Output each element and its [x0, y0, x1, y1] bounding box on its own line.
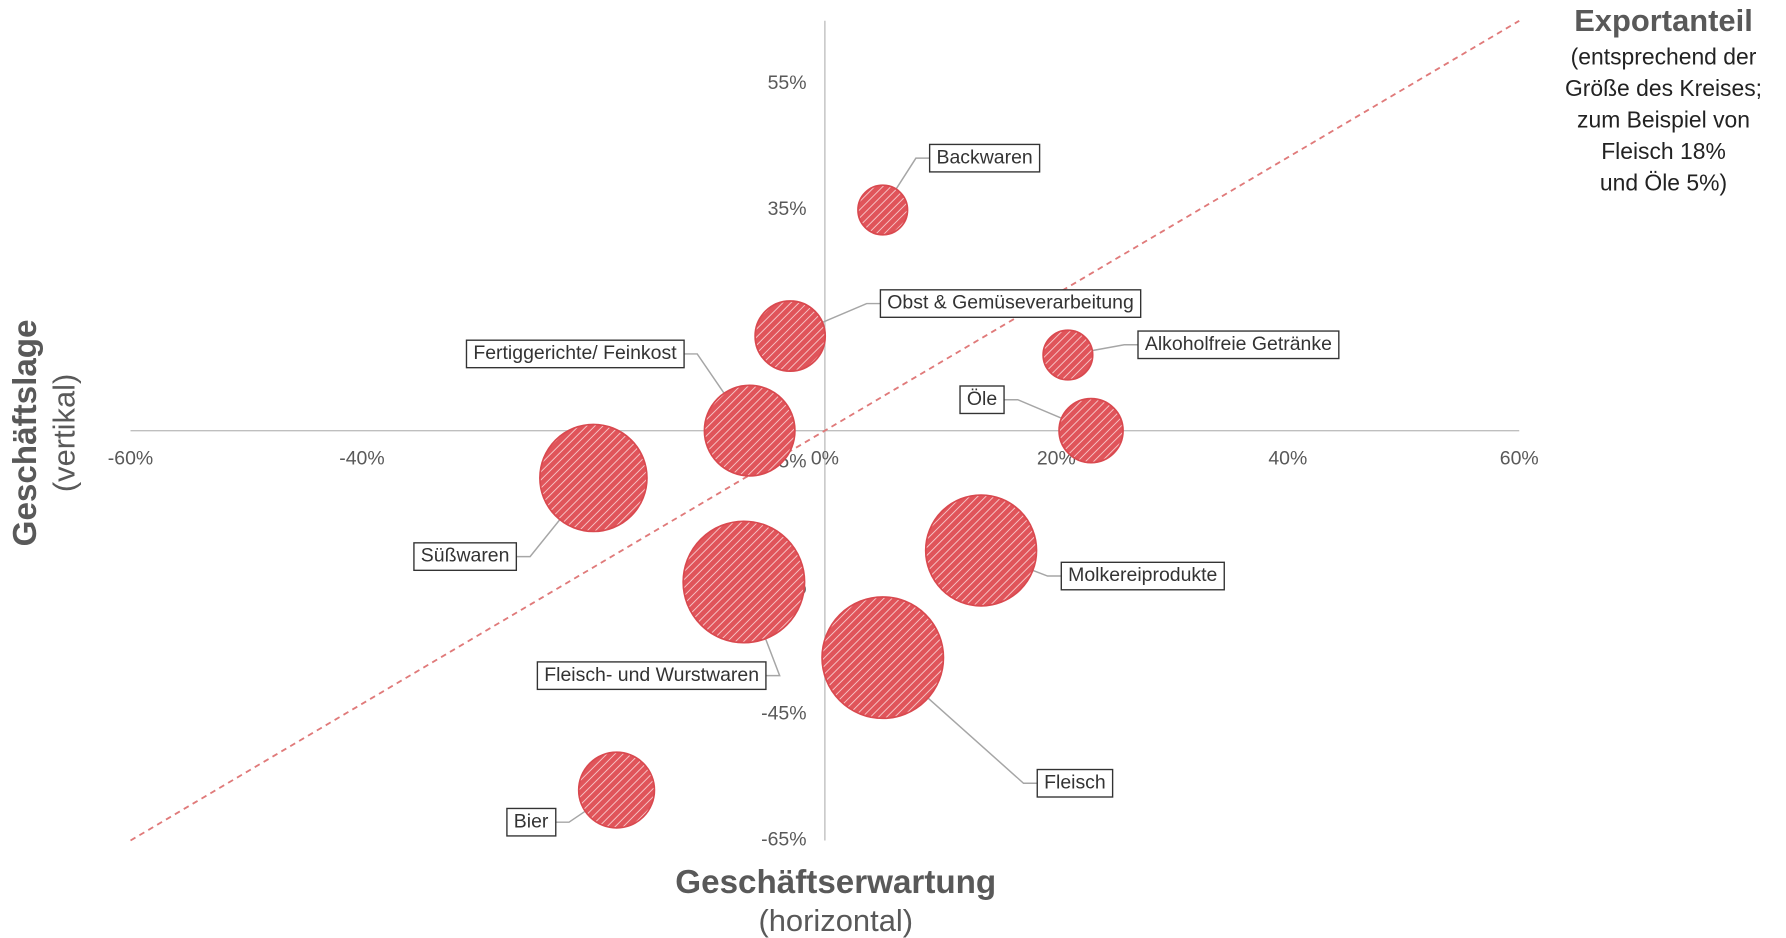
- size-legend-note: und Öle 5%): [1600, 170, 1727, 196]
- bubble: [682, 520, 806, 644]
- label-box: [879, 289, 1142, 318]
- bubble-label: Backwaren: [937, 146, 1033, 168]
- bubble-label: Fleisch- und Wurstwaren: [544, 664, 759, 686]
- bubble-label: Öle: [967, 388, 997, 410]
- label-box: [1137, 330, 1340, 360]
- bubble: [754, 300, 827, 372]
- bubble: [857, 184, 909, 236]
- x-tick-label: 20%: [1037, 447, 1076, 469]
- bubble: [539, 423, 648, 533]
- labels: Backwaren Obst & Gemüseverarbeitung Alkoho…: [413, 143, 1340, 837]
- x-axis-subtitle: (horizontal): [758, 903, 913, 938]
- y-axis-subtitle: (vertikal): [47, 374, 82, 492]
- bubble-label: Bier: [514, 810, 549, 832]
- diagonal: [130, 19, 1520, 842]
- y-tick-label: 35%: [768, 198, 807, 220]
- bubble: [924, 494, 1038, 607]
- y-axis-title: Geschäftslage: [7, 319, 44, 546]
- y-tick-label: 55%: [768, 72, 807, 94]
- bubble: [821, 596, 945, 720]
- x-axis-title: Geschäftserwartung: [675, 864, 996, 901]
- bubble-label: Obst & Gemüseverarbeitung: [887, 292, 1134, 314]
- size-legend-note: Größe des Kreises;: [1565, 75, 1762, 101]
- y-tick-label: -65%: [761, 829, 806, 851]
- label-box: [928, 143, 1041, 173]
- bubble-label: Fertiggerichte/ Feinkost: [473, 342, 677, 364]
- label-box: [1060, 561, 1225, 591]
- y-tick-label: -45%: [761, 703, 806, 725]
- bubble-label: Süßwaren: [421, 545, 510, 567]
- label-box: [536, 661, 767, 691]
- size-legend-note: Fleisch 18%: [1601, 138, 1726, 164]
- bubble: [1042, 329, 1094, 381]
- label-box: [413, 542, 518, 572]
- size-legend-title: Exportanteil: [1574, 3, 1753, 38]
- leader-line: [882, 657, 1038, 785]
- size-legend-note: zum Beispiel von: [1577, 107, 1750, 133]
- bubble-label: Alkoholfreie Getränke: [1145, 333, 1332, 355]
- label-box: [506, 807, 557, 837]
- x-tick-label: -60%: [108, 447, 153, 469]
- x-tick-label: 60%: [1500, 447, 1539, 469]
- bubble: [1058, 397, 1124, 464]
- label-box: [959, 385, 1005, 415]
- bubble: [703, 384, 796, 477]
- x-tick-label: 40%: [1268, 447, 1307, 469]
- bubble-label: Molkereiprodukte: [1068, 564, 1217, 586]
- x-tick-label: 0%: [811, 447, 839, 469]
- label-box: [465, 339, 685, 369]
- bubble: [577, 751, 656, 829]
- x-tick-label: -40%: [339, 447, 384, 469]
- bubble-label: Fleisch: [1044, 771, 1106, 793]
- size-legend-note: (entsprechend der: [1571, 44, 1757, 70]
- label-box: [1036, 768, 1114, 798]
